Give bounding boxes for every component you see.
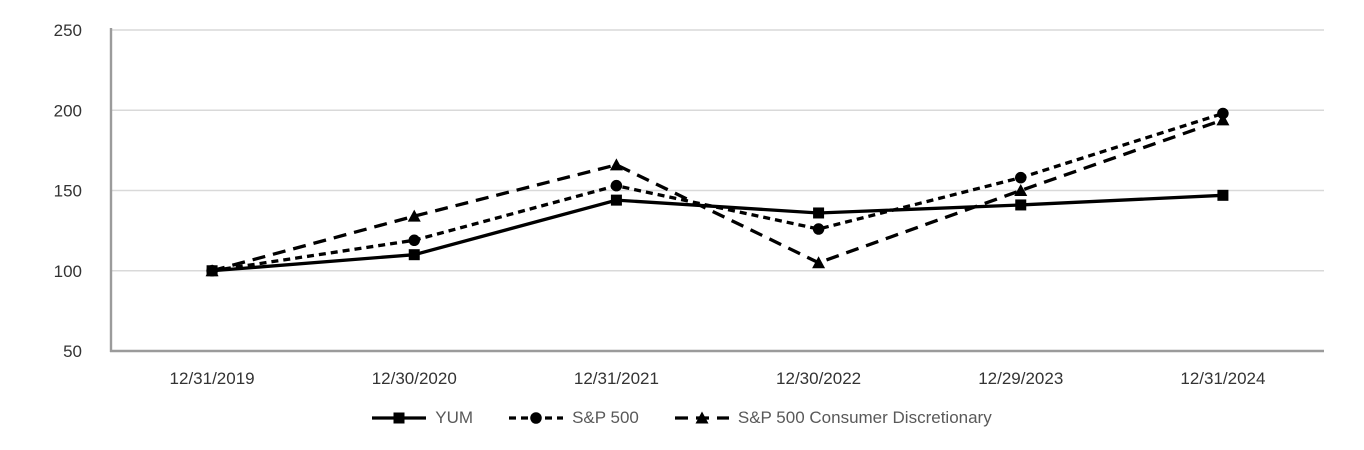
series-line-s-p-500 xyxy=(211,111,1224,273)
marker-circle xyxy=(408,234,420,247)
marker-square xyxy=(1217,189,1229,201)
legend-sample-circle-icon xyxy=(509,412,564,424)
chart-legend: YUM S&P 500 S&P 500 Consumer Discretionary xyxy=(0,408,1364,428)
series-line-s-p-500-consumer-discretionary xyxy=(211,118,1224,273)
marker-triangle xyxy=(812,256,826,269)
legend-marker-circle xyxy=(530,412,542,424)
legend-label: S&P 500 Consumer Discretionary xyxy=(737,408,992,427)
legend-marker-square xyxy=(393,412,405,424)
marker-square xyxy=(813,207,825,219)
marker-triangle xyxy=(205,264,219,277)
series-yum xyxy=(206,189,1229,277)
marker-square xyxy=(408,249,420,261)
x-tick-label: 12/30/2022 xyxy=(776,369,861,388)
x-tick-label: 12/31/2019 xyxy=(170,369,255,388)
x-tick-label: 12/31/2024 xyxy=(1180,369,1265,388)
series-s-p-500 xyxy=(206,107,1229,277)
x-tick-label: 12/30/2020 xyxy=(372,369,457,388)
legend-marker-triangle xyxy=(695,411,709,424)
legend-sample-triangle-icon xyxy=(674,411,729,424)
legend-sample-square-icon xyxy=(372,412,427,424)
legend-label: YUM xyxy=(435,408,474,427)
y-tick-label-200: 200 xyxy=(54,101,82,120)
y-tick-label-150: 150 xyxy=(54,182,82,201)
marker-triangle xyxy=(609,158,623,171)
marker-triangle xyxy=(407,209,421,222)
marker-circle xyxy=(812,223,825,235)
marker-square xyxy=(1015,199,1027,211)
x-tick-label: 12/29/2023 xyxy=(978,369,1063,388)
x-tick-label: 12/31/2021 xyxy=(574,369,659,388)
y-tick-label-100: 100 xyxy=(54,262,82,281)
y-tick-label-50: 50 xyxy=(63,342,82,361)
legend-item: S&P 500 xyxy=(509,408,639,428)
marker-circle xyxy=(610,179,623,192)
marker-square xyxy=(610,194,622,206)
marker-triangle xyxy=(1014,184,1028,196)
legend-item: S&P 500 Consumer Discretionary xyxy=(674,408,992,428)
legend-item: YUM xyxy=(372,408,473,428)
legend-label: S&P 500 xyxy=(572,408,639,427)
series-s-p-500-consumer-discretionary xyxy=(205,113,1230,277)
marker-circle xyxy=(1015,171,1027,184)
marker-triangle xyxy=(1216,113,1230,126)
y-tick-label-250: 250 xyxy=(54,21,82,40)
